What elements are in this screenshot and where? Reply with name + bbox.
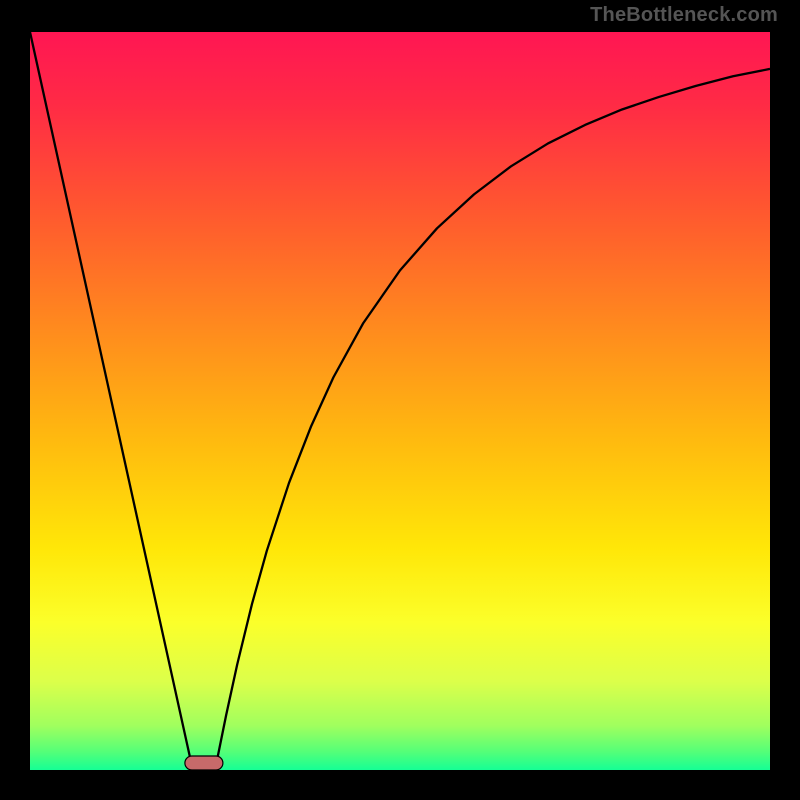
chart-svg	[0, 0, 800, 800]
chart-container: TheBottleneck.com	[0, 0, 800, 800]
plot-area	[30, 32, 770, 770]
watermark-text: TheBottleneck.com	[590, 4, 778, 27]
optimal-marker	[185, 756, 223, 770]
